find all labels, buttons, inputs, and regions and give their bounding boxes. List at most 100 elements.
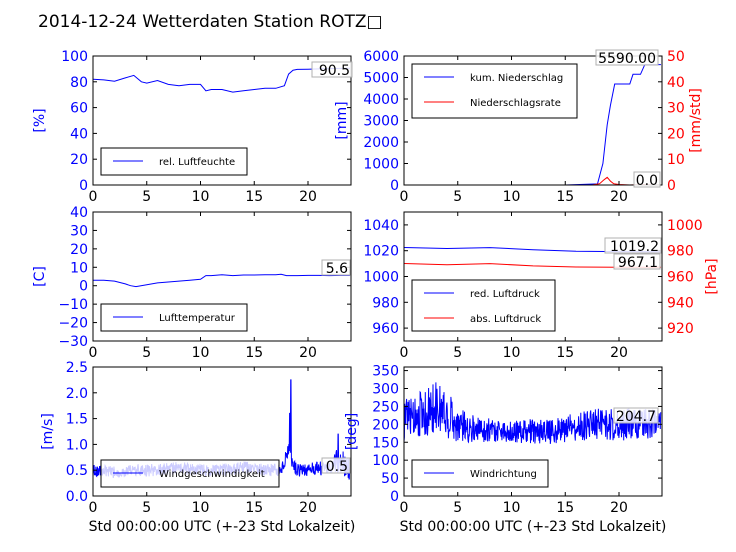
- value-annotation: 0.0: [636, 173, 658, 189]
- y-axis-label: [deg]: [344, 413, 360, 450]
- panel-5: 0 5 10 15 20 0.0 0.5 1.0 1.5 2.0 2.5 [m/s] Std 00:00…: [40, 360, 355, 535]
- x-tick-label: 20: [610, 500, 628, 516]
- value-annotation-box: [604, 237, 662, 254]
- legend-label: Windrichtung: [470, 469, 537, 480]
- y-tick-label: 0.5: [66, 463, 88, 479]
- y-tick-label: 3000: [363, 114, 399, 130]
- value-annotation-box: [633, 171, 661, 188]
- series-line-1: [404, 64, 661, 185]
- y-tick-label: 1000: [363, 270, 399, 286]
- legend-box: [100, 303, 248, 332]
- panel-4: 0 5 10 15 20 960 980 1000 1020 1040 920 940 960 980 10…: [363, 211, 720, 361]
- x-tick-label: 0: [400, 345, 409, 361]
- x-tick-label: 5: [453, 345, 462, 361]
- legend: rel. Luftfeuchte: [100, 147, 248, 176]
- y-tick-label: 300: [372, 382, 399, 398]
- value-annotation: 90.5: [319, 63, 350, 79]
- y-axis-label: [mm]: [334, 101, 350, 139]
- y-tick-label: 0: [390, 178, 399, 194]
- y-tick-label: 10: [70, 260, 88, 276]
- y2-tick-label: 0: [667, 178, 676, 194]
- value-annotation: 1019.2: [610, 239, 659, 255]
- y-axis-label: [C]: [32, 266, 48, 287]
- y-tick-label: 200: [372, 417, 399, 433]
- x-tick-label: 10: [192, 189, 210, 205]
- y-tick-label: 2.0: [66, 386, 88, 402]
- y2-tick-label: 10: [667, 152, 685, 168]
- y-tick-label: 60: [70, 101, 88, 117]
- y-tick-label: 50: [381, 471, 399, 487]
- y-tick-label: 150: [372, 435, 399, 451]
- x-tick-label: 5: [142, 189, 151, 205]
- y2-tick-label: 50: [667, 49, 685, 65]
- y-tick-label: 20: [70, 152, 88, 168]
- value-annotation: 5590.00: [598, 51, 656, 67]
- x-tick-label: 10: [503, 345, 521, 361]
- y-tick-label: 100: [61, 49, 88, 65]
- y-tick-label: 5000: [363, 71, 399, 87]
- x-tick-label: 15: [556, 500, 574, 516]
- x-tick-label: 5: [142, 500, 151, 516]
- y-tick-label: 2000: [363, 135, 399, 151]
- y2-tick-label: 20: [667, 126, 685, 142]
- x-tick-label: 15: [245, 189, 263, 205]
- x-tick-label: 15: [245, 345, 263, 361]
- legend-label: Niederschlagsrate: [470, 98, 561, 109]
- y-tick-label: 20: [70, 242, 88, 258]
- y-tick-label: 2.5: [66, 360, 88, 376]
- legend-label: red. Luftdruck: [470, 289, 540, 300]
- y-tick-label: −20: [58, 316, 88, 332]
- value-annotation-box: [595, 49, 659, 66]
- y2-tick-label: 940: [667, 295, 694, 311]
- y2-tick-label: 40: [667, 75, 685, 91]
- value-annotation-box: [311, 61, 353, 78]
- x-tick-label: 5: [142, 345, 151, 361]
- legend: Windrichtung: [411, 459, 549, 488]
- panel-3: 0 5 10 15 20 −30 −20 −10 0 10 20 30 40 [C] 5.6 Lufttemp…: [32, 205, 352, 361]
- series-line-1: [93, 273, 350, 288]
- y2-tick-label: 960: [667, 270, 694, 286]
- x-tick-label: 20: [299, 189, 317, 205]
- legend: red. Luftdruck abs. Luftdruck: [411, 279, 556, 332]
- value-annotation-box: [613, 253, 661, 270]
- value-annotation: 5.6: [326, 261, 348, 277]
- y-tick-label: 350: [372, 364, 399, 380]
- y2-tick-label: 980: [667, 244, 694, 260]
- y-tick-label: 960: [372, 321, 399, 337]
- series-line-2: [404, 176, 661, 185]
- y-tick-label: 1000: [363, 157, 399, 173]
- x-tick-label: 0: [89, 345, 98, 361]
- y-axis-label: [m/s]: [40, 413, 56, 450]
- x-tick-label: 0: [400, 500, 409, 516]
- x-tick-label: 10: [503, 189, 521, 205]
- y-tick-label: 0: [79, 279, 88, 295]
- legend-label: Lufttemperatur: [159, 313, 236, 324]
- y-tick-label: 1040: [363, 218, 399, 234]
- y-tick-label: 30: [70, 223, 88, 239]
- plot-frame: [403, 366, 663, 497]
- plot-frame: [92, 366, 352, 497]
- x-tick-label: 0: [400, 189, 409, 205]
- y-tick-label: 0.0: [66, 489, 88, 505]
- y-axis-label: [%]: [32, 108, 48, 132]
- y-tick-label: 1.0: [66, 437, 88, 453]
- x-tick-label: 20: [299, 500, 317, 516]
- x-axis-label: Std 00:00:00 UTC (+-23 Std Lokalzeit): [89, 519, 356, 535]
- x-tick-label: 5: [453, 189, 462, 205]
- legend-label: Windgeschwindigkeit: [159, 469, 265, 480]
- value-annotation: 0.5: [326, 459, 348, 475]
- y-tick-label: 6000: [363, 49, 399, 65]
- legend-label: kum. Niederschlag: [470, 73, 563, 84]
- x-tick-label: 10: [192, 345, 210, 361]
- legend-box: [411, 63, 578, 119]
- series-line-1: [93, 67, 350, 93]
- y-tick-label: 40: [70, 126, 88, 142]
- y2-axis-label: [mm/std]: [688, 88, 704, 153]
- x-tick-label: 20: [610, 345, 628, 361]
- x-tick-label: 15: [245, 500, 263, 516]
- y-tick-label: 0: [79, 178, 88, 194]
- value-annotation-box: [321, 259, 351, 276]
